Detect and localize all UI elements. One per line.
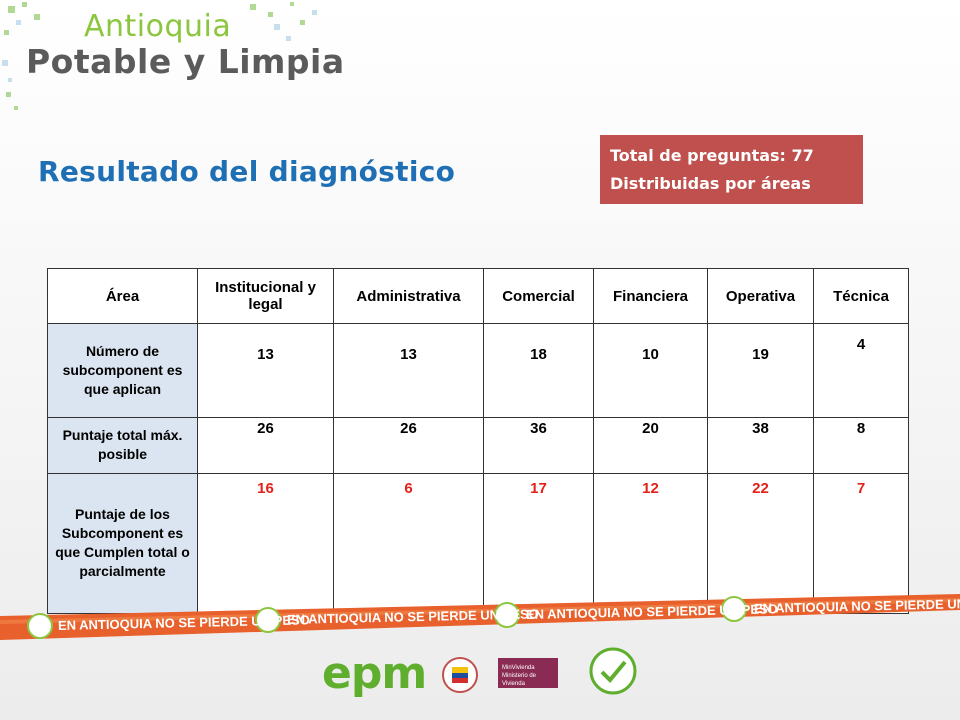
summary-line2: Distribuidas por áreas [610, 174, 811, 193]
table-cell: 26 [333, 417, 484, 474]
minvivienda-name: MinVivienda [502, 665, 535, 671]
brand-line1: Antioquia [84, 9, 232, 44]
page-title: Resultado del diagnóstico [38, 155, 456, 188]
table-cell: 19 [707, 323, 814, 418]
header-administrativa: Administrativa [333, 268, 484, 324]
slogan-band [0, 594, 960, 640]
table-row: Número de subcomponent es que aplican 13… [47, 323, 909, 418]
table-cell: 26 [197, 417, 334, 474]
table-cell: 22 [707, 473, 814, 614]
row-label: Puntaje total máx. posible [47, 417, 198, 474]
table-cell: 18 [483, 323, 594, 418]
table-row: Puntaje de los Subcomponent es que Cumpl… [47, 473, 909, 614]
table-cell: 12 [593, 473, 708, 614]
summary-line1: Total de preguntas: 77 [610, 146, 814, 165]
antioquia-educada-logo-icon [589, 647, 637, 695]
brand-logo: Antioquia Potable y Limpia [26, 10, 345, 80]
table-cell: 8 [813, 417, 909, 474]
diagnostic-table: Área Institucional y legal Administrativ… [47, 268, 909, 614]
table-cell: 7 [813, 473, 909, 614]
row-label: Puntaje de los Subcomponent es que Cumpl… [47, 473, 198, 614]
table-cell: 36 [483, 417, 594, 474]
summary-box: Total de preguntas: 77 Distribuidas por … [600, 135, 863, 204]
header-financiera: Financiera [593, 268, 708, 324]
table-row: Puntaje total máx. posible 26 26 36 20 3… [47, 417, 909, 474]
table-cell: 4 [813, 323, 909, 418]
table-header-row: Área Institucional y legal Administrativ… [47, 268, 909, 324]
brand-line2: Potable y Limpia [26, 42, 345, 81]
minvivienda-subtitle: Ministerio de Vivienda [502, 673, 537, 687]
table-cell: 20 [593, 417, 708, 474]
table-cell: 10 [593, 323, 708, 418]
header-area: Área [47, 268, 198, 324]
table-cell: 38 [707, 417, 814, 474]
header-tecnica: Técnica [813, 268, 909, 324]
minvivienda-logo: MinVivienda Ministerio de Vivienda [498, 658, 558, 688]
table-cell: 13 [333, 323, 484, 418]
header-operativa: Operativa [707, 268, 814, 324]
epm-logo: epm [322, 648, 427, 699]
header-institucional: Institucional y legal [197, 268, 334, 324]
decorative-dots [2, 2, 317, 110]
row-label: Número de subcomponent es que aplican [47, 323, 198, 418]
colombia-seal-icon [442, 657, 478, 693]
table-cell: 13 [197, 323, 334, 418]
header-comercial: Comercial [483, 268, 594, 324]
